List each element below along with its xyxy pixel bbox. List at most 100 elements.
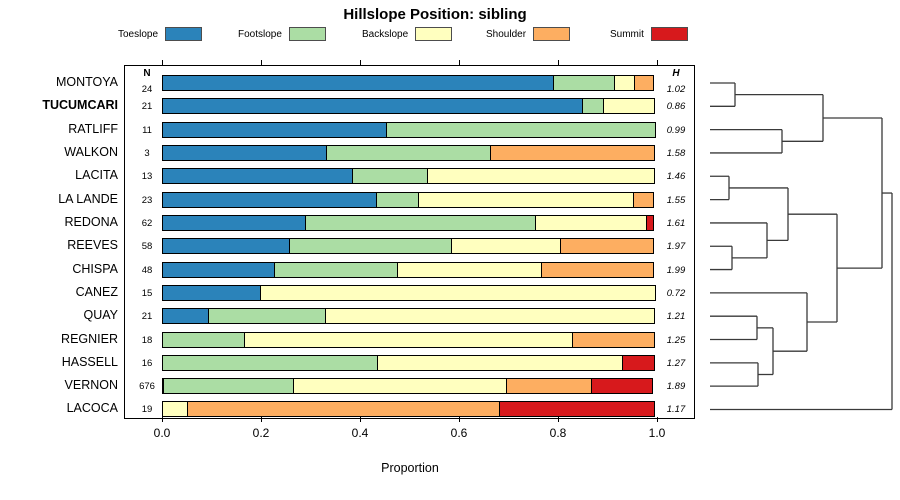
h-value: 1.25 (666, 334, 686, 346)
stacked-bar (162, 238, 657, 255)
h-value: 0.86 (666, 101, 686, 113)
bar-segment-shoulder (633, 75, 655, 91)
stacked-bar (162, 144, 657, 161)
axis-tick-top (459, 60, 460, 65)
row-label: LACOCA (66, 401, 118, 416)
stacked-bar (162, 308, 657, 325)
legend-item: Toeslope (118, 26, 203, 42)
axis-tick-bottom (558, 417, 559, 422)
plot-frame (124, 65, 695, 419)
h-value: 0.99 (666, 124, 686, 136)
h-value: 1.21 (666, 311, 686, 323)
n-value: 676 (139, 381, 155, 393)
n-column-header: N (143, 68, 151, 79)
h-column-header: H (672, 68, 680, 79)
axis-tick-label: 0.0 (153, 426, 171, 440)
axis-tick-bottom (459, 417, 460, 422)
axis-tick-label: 0.8 (549, 426, 567, 440)
stacked-bar (162, 284, 657, 301)
h-value: 1.58 (666, 147, 686, 159)
h-value: 1.99 (666, 264, 686, 276)
n-value: 23 (141, 194, 153, 206)
h-value: 1.89 (666, 381, 686, 393)
legend-swatch (533, 27, 571, 41)
bar-segment-shoulder (560, 238, 654, 255)
bar-segment-backslope (260, 284, 656, 301)
legend-item: Shoulder (486, 26, 571, 42)
row-label: LA LANDE (58, 191, 118, 206)
axis-tick-bottom (261, 417, 262, 422)
n-value: 16 (141, 357, 153, 369)
stacked-bar (162, 75, 657, 91)
bar-segment-shoulder (489, 144, 655, 161)
stacked-bar (162, 331, 657, 348)
n-value: 62 (141, 217, 153, 229)
h-value: 1.46 (666, 171, 686, 183)
axis-tick-label: 0.2 (252, 426, 270, 440)
legend-swatch (288, 27, 326, 41)
stacked-bar (162, 98, 657, 115)
stacked-bar (162, 354, 657, 371)
axis-tick-label: 1.0 (648, 426, 666, 440)
axis-tick-top (657, 60, 658, 65)
h-value: 0.72 (666, 287, 686, 299)
axis-tick-bottom (657, 417, 658, 422)
h-value: 1.97 (666, 241, 686, 253)
stacked-bar (162, 168, 657, 185)
h-value: 1.02 (666, 84, 686, 95)
row-label: LACITA (75, 168, 118, 183)
bar-segment-backslope (426, 168, 655, 185)
bar-segment-summit (646, 214, 654, 231)
n-value: 19 (141, 404, 153, 416)
legend-swatch (650, 27, 688, 41)
row-label: REDONA (64, 214, 118, 229)
n-value: 18 (141, 334, 153, 346)
stacked-bar (162, 191, 657, 208)
legend-item: Summit (610, 26, 688, 42)
h-value: 1.27 (666, 357, 686, 369)
axis-tick-bottom (360, 417, 361, 422)
n-value: 11 (142, 124, 152, 136)
row-label: REGNIER (61, 331, 118, 346)
row-label: WALKON (64, 144, 118, 159)
axis-tick-top (162, 60, 163, 65)
bar-segment-shoulder (632, 191, 654, 208)
legend-label: Shoulder (486, 28, 527, 40)
axis-tick-label: 0.6 (450, 426, 468, 440)
axis-tick-top (558, 60, 559, 65)
row-label: CANEZ (75, 284, 118, 299)
h-value: 1.17 (666, 404, 686, 416)
n-value: 3 (144, 147, 150, 159)
bar-segment-footslope (386, 121, 656, 138)
row-label: VERNON (64, 378, 118, 393)
legend-swatch (165, 27, 203, 41)
legend-item: Backslope (362, 26, 453, 42)
chart-title: Hillslope Position: sibling (343, 6, 527, 23)
row-label: MONTOYA (55, 75, 118, 89)
x-axis-label: Proportion (381, 461, 439, 475)
bar-segment-summit (622, 354, 655, 371)
n-value: 24 (141, 84, 153, 95)
n-value: 21 (141, 101, 153, 113)
axis-tick-bottom (162, 417, 163, 422)
legend-label: Summit (610, 28, 644, 40)
stacked-bar (162, 378, 657, 395)
axis-tick-label: 0.4 (351, 426, 369, 440)
stacked-bar (162, 214, 657, 231)
legend-label: Toeslope (118, 28, 159, 40)
legend-label: Backslope (362, 28, 409, 40)
bar-segment-shoulder (540, 261, 654, 278)
bar-segment-backslope (603, 98, 655, 115)
row-label: QUAY (83, 308, 119, 323)
stacked-bar (162, 121, 657, 138)
row-label: TUCUMCARI (42, 98, 118, 113)
bar-segment-summit (591, 378, 654, 395)
stacked-bar (162, 261, 657, 278)
bar-segment-summit (498, 401, 655, 418)
row-label: RATLIFF (68, 121, 118, 136)
axis-tick-top (360, 60, 361, 65)
n-value: 48 (141, 264, 153, 276)
row-label: REEVES (67, 238, 118, 253)
